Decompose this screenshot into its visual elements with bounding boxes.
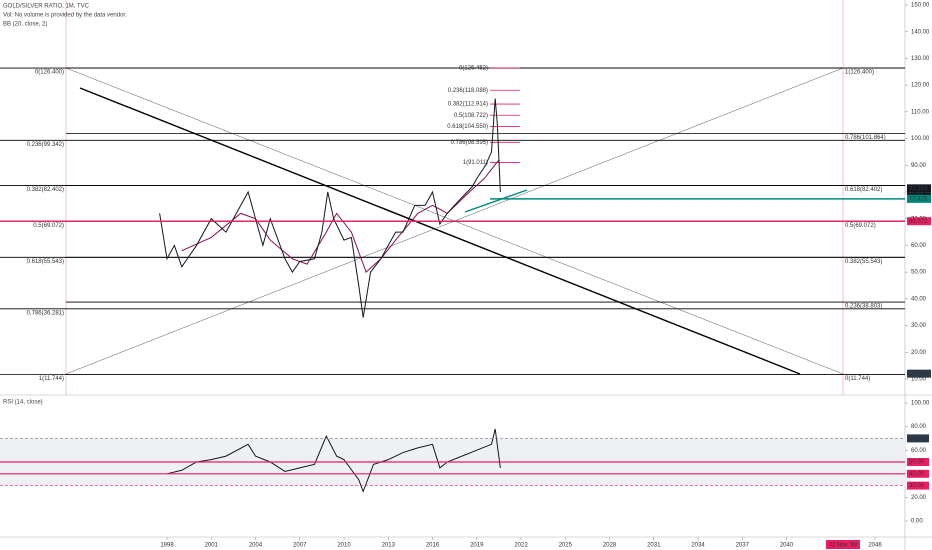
inner-fib-label: 0.236(118.088): [448, 88, 488, 94]
x-tick-label: 2007: [293, 543, 307, 549]
fib-label: 0.236(38.803): [845, 304, 882, 310]
price-badge-label: 81.369: [909, 186, 928, 192]
volume-note: Vol: No volume is provided by the data v…: [3, 13, 127, 19]
y-tick-label: 40.00: [911, 296, 927, 302]
price-badge-label: 12.000: [909, 371, 928, 377]
x-tick-label: 2013: [382, 543, 396, 549]
price-badge-label: 77.425: [909, 196, 928, 202]
inner-fib-label: 0.5(108.722): [454, 113, 488, 119]
x-tick-label: 2004: [249, 543, 263, 549]
y-tick-label: 80.00: [911, 424, 927, 430]
fib-label: 0.382(82.402): [27, 187, 64, 193]
x-tick-label: 2022: [514, 543, 528, 549]
fib-label: 0.618(82.402): [845, 187, 882, 193]
y-tick-label: 120.00: [911, 83, 930, 89]
chart-title: GOLD/SILVER RATIO, 1M, TVC: [3, 4, 90, 10]
y-tick-label: 150.00: [911, 3, 930, 9]
y-tick-label: 0.00: [911, 519, 923, 525]
fib-label: 0.382(55.543): [845, 259, 882, 265]
indicator-label: BB (20, close, 2): [3, 22, 47, 28]
rsi-badge-label: 50.00: [909, 460, 925, 466]
fib-label: 0(11.744): [845, 376, 870, 382]
fib-label: 0.236(99.342): [27, 142, 64, 148]
y-tick-label: 60.00: [911, 243, 927, 249]
rsi-line: [166, 428, 501, 493]
x-tick-label: 2028: [603, 543, 617, 549]
inner-fib-label: 0.786(98.595): [451, 140, 488, 146]
x-tick-label: 2016: [426, 543, 440, 549]
y-tick-label: 50.00: [911, 270, 927, 276]
fib-label: 1(11.744): [39, 376, 64, 382]
y-tick-label: 90.00: [911, 163, 927, 169]
price-badge-label: 69.072: [909, 219, 928, 225]
price-badge: [907, 217, 931, 226]
price-badge: [907, 369, 931, 378]
y-tick-label: 100.00: [911, 401, 930, 407]
price-badge: [907, 184, 931, 193]
rsi-badge: [907, 458, 929, 466]
cursor-date: 02 Nov '43: [829, 543, 858, 549]
x-tick-label: 2046: [868, 543, 882, 549]
rsi-badge-label: 70.00: [909, 436, 925, 442]
fib-label: 0.618(55.543): [27, 259, 64, 265]
fib-label: 0.5(69.072): [33, 223, 64, 229]
x-tick-label: 2019: [470, 543, 484, 549]
rsi-label: RSI (14, close): [3, 400, 43, 406]
y-tick-label: 130.00: [911, 56, 930, 62]
y-tick-label: 60.00: [911, 448, 927, 454]
x-tick-label: 2001: [205, 543, 219, 549]
y-tick-label: 10.00: [911, 377, 927, 383]
fib-label: 1(126.400): [845, 70, 874, 76]
price-badge: [907, 194, 931, 203]
x-tick-label: 1998: [160, 543, 174, 549]
y-tick-label: 110.00: [911, 109, 930, 115]
x-tick-label: 2031: [647, 543, 661, 549]
rsi-badge: [907, 481, 929, 490]
inner-fib-label: 0.382(112.914): [448, 102, 488, 108]
inner-fib-label: 0(126.452): [459, 65, 488, 71]
y-tick-label: 100.00: [911, 136, 930, 142]
rsi-badge-label: 40.00: [909, 471, 925, 477]
y-tick-label: 20.00: [911, 495, 927, 501]
x-tick-label: 2034: [691, 543, 705, 549]
inner-fib-label: 0.618(104.550): [447, 124, 488, 130]
fib-label: 0.786(101.864): [845, 135, 886, 141]
fib-label: 0.5(69.072): [845, 223, 876, 229]
rsi-badge-label: 30.00: [909, 483, 925, 489]
fib-label: 0.786(36.281): [27, 310, 64, 316]
cursor-date-badge: [826, 540, 860, 549]
x-tick-label: 2040: [780, 543, 794, 549]
rsi-badge: [907, 469, 929, 478]
fib-label: 0(126.400): [35, 70, 64, 76]
y-tick-label: 30.00: [911, 323, 927, 329]
x-tick-label: 2037: [736, 543, 750, 549]
price-line: [159, 98, 501, 318]
y-tick-label: 20.00: [911, 350, 927, 356]
x-tick-label: 2010: [337, 543, 351, 549]
rsi-badge: [907, 434, 929, 443]
y-tick-label: 140.00: [911, 29, 930, 35]
x-tick-label: 2025: [559, 543, 573, 549]
inner-fib-label: 1(91.011): [463, 160, 488, 166]
trend-line: [79, 87, 801, 375]
teal-trend-line: [464, 189, 528, 213]
